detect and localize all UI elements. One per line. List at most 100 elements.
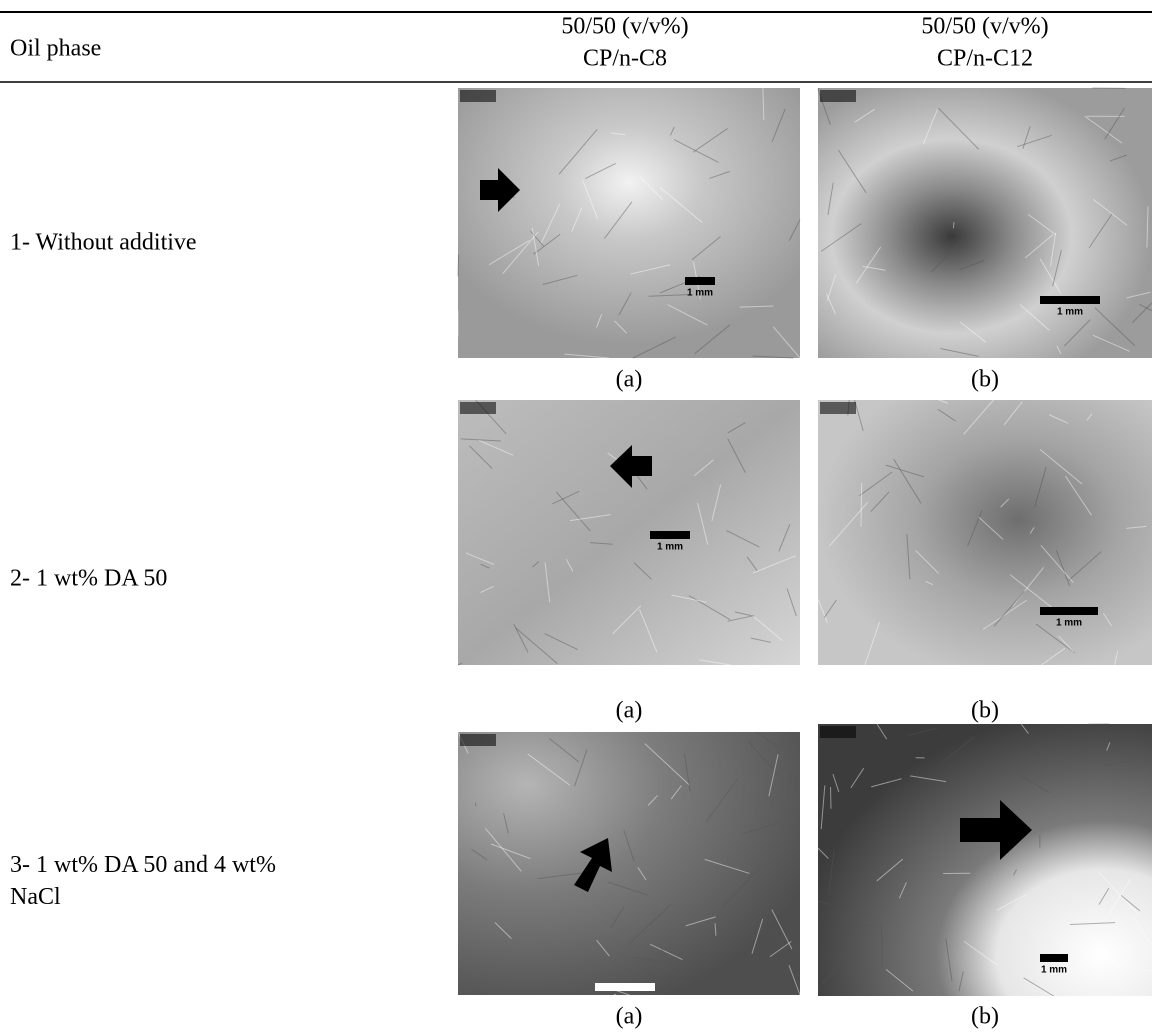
crystal-edge bbox=[670, 785, 682, 800]
caption: (b) bbox=[971, 1004, 999, 1030]
crystal-edge bbox=[993, 590, 1025, 627]
crystal-edge bbox=[607, 452, 618, 461]
caption: (a) bbox=[616, 1004, 643, 1030]
crystal-edge bbox=[565, 558, 574, 572]
crystal-edge bbox=[771, 108, 786, 143]
crystal-edge bbox=[1048, 414, 1069, 424]
crystal-edge bbox=[610, 132, 626, 136]
crystal-edge bbox=[1040, 544, 1074, 583]
crystal-edge bbox=[1022, 126, 1031, 149]
crystal-edge bbox=[938, 107, 979, 150]
crystal-edge bbox=[739, 305, 774, 308]
crystal-edge bbox=[820, 223, 862, 252]
crystal-edge bbox=[747, 741, 779, 776]
crystal-edge bbox=[542, 274, 578, 285]
crystal-edge bbox=[574, 749, 588, 787]
crystal-edge bbox=[628, 904, 672, 945]
crystal-edge bbox=[1106, 742, 1111, 751]
crystal-edge bbox=[633, 956, 667, 963]
crystal-edge bbox=[817, 847, 829, 859]
scale-bar bbox=[685, 277, 715, 285]
crystal-edge bbox=[786, 588, 797, 616]
crystal-edge bbox=[930, 237, 966, 273]
crystal-edge bbox=[648, 294, 689, 297]
crystal-edge bbox=[589, 542, 613, 545]
crystal-edge bbox=[915, 550, 940, 574]
crystal-edge bbox=[457, 662, 463, 666]
crystal-edge bbox=[827, 182, 834, 215]
crystal-edge bbox=[540, 203, 561, 244]
crystal-edge bbox=[632, 336, 677, 359]
crystal-edge bbox=[823, 599, 837, 619]
crystal-edge bbox=[828, 850, 835, 894]
crystal-edge bbox=[722, 864, 764, 907]
crystal-edge bbox=[893, 458, 922, 504]
crystal-edge bbox=[910, 775, 947, 783]
crystal-edge bbox=[937, 408, 956, 422]
crystal-edge bbox=[704, 858, 750, 874]
crystal-edge bbox=[752, 555, 797, 574]
crystal-edge bbox=[503, 813, 509, 834]
crystal-edge bbox=[585, 163, 616, 180]
info-stamp bbox=[820, 402, 856, 414]
micrograph bbox=[458, 732, 800, 995]
crystal-edge bbox=[699, 659, 731, 666]
crystal-edge bbox=[864, 621, 881, 666]
crystal-edge bbox=[856, 246, 882, 284]
crystal-edge bbox=[618, 292, 632, 316]
crystal-edge bbox=[822, 946, 856, 985]
scale-label: 1 mm bbox=[687, 288, 713, 299]
crystal-edge bbox=[769, 941, 792, 958]
crystal-edge bbox=[860, 482, 863, 527]
crystal-edge bbox=[982, 599, 1027, 630]
crystal-edge bbox=[1056, 345, 1062, 355]
crystal-edge bbox=[478, 439, 514, 456]
crystal-edge bbox=[1098, 871, 1139, 916]
crystal-edge bbox=[826, 274, 837, 301]
crystal-edge bbox=[688, 595, 731, 621]
crystal-edge bbox=[1012, 869, 1017, 876]
crystal-edge bbox=[694, 324, 731, 355]
crystal-edge bbox=[876, 723, 888, 740]
crystal-edge bbox=[603, 201, 633, 239]
crystal-edge bbox=[1131, 302, 1152, 324]
crystal-edge bbox=[457, 254, 460, 277]
row-label: 1- Without additive bbox=[10, 230, 197, 256]
crystal-edge bbox=[906, 534, 911, 580]
arrow bbox=[960, 800, 1032, 860]
crystal-edge bbox=[1092, 334, 1130, 352]
crystal-edge bbox=[650, 943, 683, 960]
crystal-edge bbox=[671, 594, 707, 603]
crystal-edge bbox=[1064, 319, 1091, 347]
crystal-edge bbox=[1103, 757, 1147, 766]
crystal-edge bbox=[685, 916, 716, 927]
crystal-edge bbox=[548, 738, 580, 763]
crystal-edge bbox=[1019, 304, 1050, 331]
crystal-edge bbox=[659, 187, 703, 223]
crystal-edge bbox=[490, 843, 531, 860]
crystal-edge bbox=[1039, 448, 1083, 485]
crystal-edge bbox=[832, 773, 840, 793]
crystal-edge bbox=[1138, 969, 1152, 972]
arrow bbox=[610, 445, 652, 488]
crystal-edge bbox=[940, 348, 979, 357]
crystal-edge bbox=[694, 459, 714, 477]
crystal-edge bbox=[885, 464, 925, 478]
crystal-edge bbox=[647, 795, 658, 806]
crystal-edge bbox=[637, 866, 647, 881]
crystal-edge bbox=[714, 923, 717, 936]
scale-bar bbox=[1040, 954, 1068, 962]
crystal-edge bbox=[513, 623, 529, 653]
column-oil: CP/n-C8 bbox=[583, 46, 667, 72]
crystal-edge bbox=[1035, 623, 1075, 654]
crystal-edge bbox=[480, 585, 494, 593]
crystal-edge bbox=[859, 471, 893, 496]
crystal-edge bbox=[762, 87, 765, 120]
crystal-edge bbox=[1027, 213, 1057, 236]
crystal-edge bbox=[727, 615, 755, 622]
crystal-edge bbox=[789, 772, 792, 785]
scale-label: 1 mm bbox=[612, 994, 638, 1005]
scale-label: 1 mm bbox=[1056, 618, 1082, 629]
crystal-edge bbox=[544, 633, 579, 651]
crystal-edge bbox=[959, 321, 987, 343]
